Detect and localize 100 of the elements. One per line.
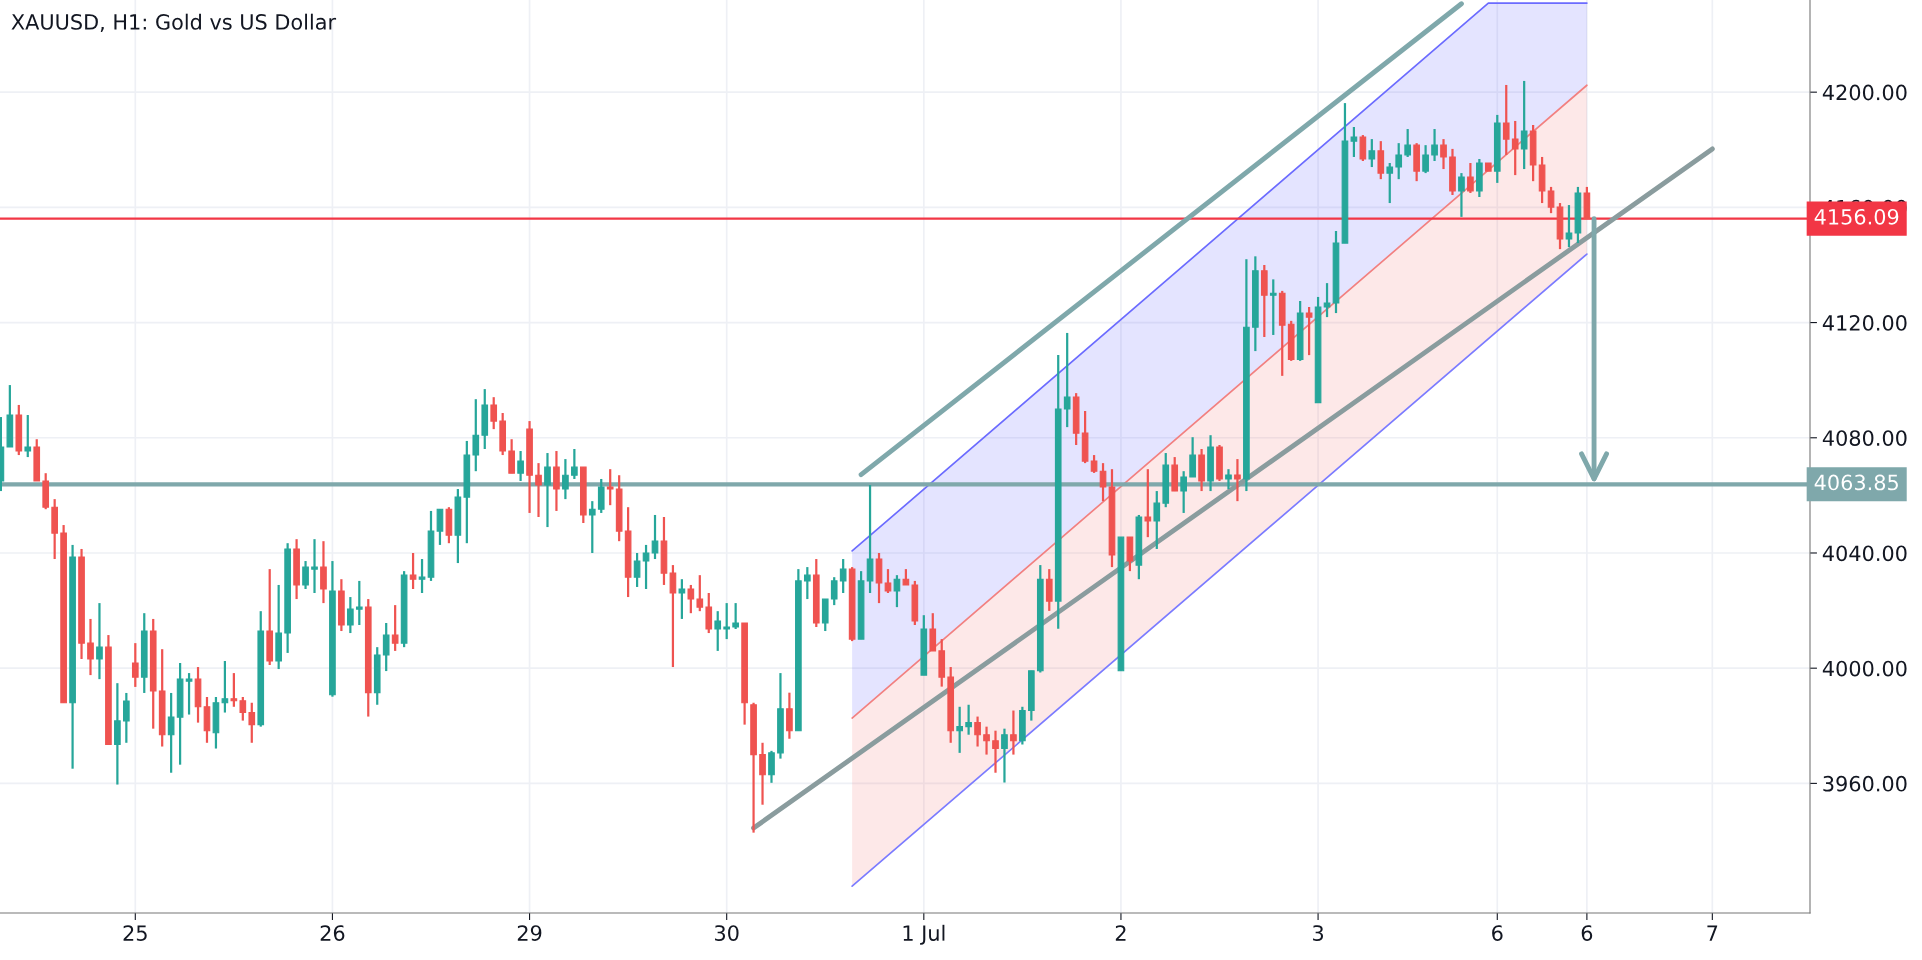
- candlestick: [123, 691, 130, 744]
- candlestick: [1386, 161, 1394, 205]
- candlestick: [875, 551, 883, 605]
- candlestick: [114, 682, 121, 786]
- candlestick: [1431, 127, 1438, 163]
- candlestick: [821, 597, 829, 633]
- candlestick: [1520, 79, 1528, 171]
- candlestick: [167, 691, 175, 774]
- x-tick-label: 3: [1313, 925, 1324, 941]
- x-tick-label: 6: [1581, 925, 1593, 941]
- candlestick: [696, 574, 704, 613]
- candlestick: [768, 749, 775, 784]
- candlestick: [490, 396, 498, 431]
- candlestick: [96, 601, 103, 681]
- candlestick: [239, 695, 247, 722]
- candlestick: [1063, 331, 1071, 429]
- candlestick: [1010, 709, 1017, 756]
- x-tick-label: 25: [123, 925, 147, 941]
- candlestick: [866, 483, 874, 595]
- candlestick: [1511, 119, 1519, 177]
- candlestick: [651, 513, 659, 561]
- candlestick: [965, 703, 972, 736]
- ref-line-label: 4063.85: [1814, 474, 1898, 491]
- candlestick: [929, 612, 937, 653]
- candlestick: [1502, 83, 1510, 157]
- candlestick: [553, 449, 560, 513]
- candlestick: [606, 468, 614, 507]
- candlestick: [1144, 468, 1152, 539]
- candlestick: [311, 538, 318, 595]
- candlestick: [705, 591, 713, 635]
- y-tick-label: 4200.00: [1822, 84, 1907, 101]
- candlestick: [1440, 138, 1447, 171]
- candlestick: [1422, 144, 1429, 175]
- candlestick: [1547, 185, 1555, 215]
- candlestick: [1234, 457, 1241, 503]
- candlestick: [1359, 133, 1367, 163]
- candlestick: [803, 565, 811, 601]
- candlestick: [687, 583, 695, 615]
- candlestick: [1045, 568, 1053, 612]
- candlestick: [1225, 468, 1232, 491]
- candlestick: [1350, 125, 1358, 159]
- candlestick: [248, 701, 256, 744]
- candlestick: [436, 508, 444, 547]
- x-tick-label: 6: [1492, 925, 1503, 941]
- candlestick: [1377, 140, 1385, 181]
- candlestick: [1368, 138, 1376, 169]
- x-tick-label: 30: [715, 925, 739, 941]
- candlestick: [786, 691, 793, 740]
- candlestick: [24, 413, 32, 459]
- candlestick: [409, 551, 417, 591]
- candlestick: [1001, 727, 1008, 784]
- candlestick: [678, 578, 686, 621]
- candlestick: [544, 451, 551, 529]
- candlestick: [131, 642, 139, 689]
- candlestick: [391, 604, 399, 653]
- candlestick: [633, 551, 641, 589]
- y-tick-label: 4080.00: [1822, 430, 1907, 446]
- candlestick: [1565, 203, 1573, 249]
- candlestick: [839, 557, 847, 595]
- candlestick: [347, 595, 354, 635]
- candlestick: [732, 601, 739, 631]
- candlestick: [1099, 462, 1107, 503]
- candlestick: [884, 568, 892, 595]
- candlestick: [992, 729, 999, 774]
- candlestick: [517, 449, 524, 483]
- candlestick: [508, 438, 515, 475]
- candlestick: [1323, 282, 1331, 319]
- candlestick: [230, 671, 238, 708]
- candlestick: [1180, 470, 1188, 515]
- candlestick: [830, 576, 838, 607]
- candlestick: [382, 621, 390, 673]
- candlestick: [221, 659, 229, 714]
- candlestick: [1467, 161, 1474, 195]
- candlestick: [1126, 536, 1134, 573]
- candlestick: [588, 500, 596, 555]
- candlestick: [1404, 127, 1412, 159]
- candlestick: [1189, 436, 1196, 479]
- ref-line-label: 4156.09: [1814, 208, 1899, 225]
- candlestick: [974, 715, 981, 748]
- candlestick: [571, 447, 578, 481]
- candlestick: [597, 477, 605, 515]
- candlestick: [185, 671, 193, 716]
- candlestick: [418, 557, 426, 595]
- candlestick: [562, 457, 569, 501]
- x-tick-label: 26: [320, 925, 345, 941]
- candlestick: [759, 741, 766, 806]
- y-tick-label: 3960.00: [1823, 775, 1907, 792]
- x-tick-label: 29: [517, 925, 542, 941]
- candlestick: [893, 574, 901, 609]
- candlestick: [355, 579, 363, 627]
- y-tick-label: 4120.00: [1822, 315, 1907, 331]
- candlestick: [302, 559, 309, 591]
- candlestick: [320, 540, 327, 605]
- y-tick-label: 4040.00: [1822, 545, 1907, 562]
- candlestick: [1153, 489, 1161, 551]
- x-tick-label: 7: [1707, 925, 1718, 941]
- candlestick: [714, 610, 722, 653]
- candlestick: [956, 705, 963, 754]
- candlestick: [535, 462, 542, 519]
- candlestick: [669, 563, 677, 669]
